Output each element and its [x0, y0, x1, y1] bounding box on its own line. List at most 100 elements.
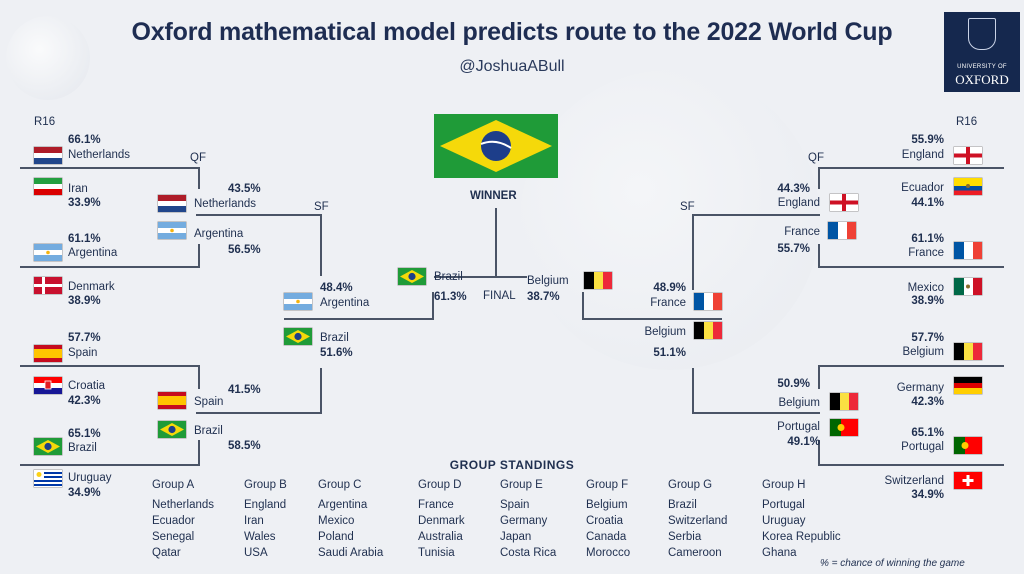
r16-right-5-team: Belgium — [902, 346, 944, 358]
right-qf-label: QF — [808, 152, 824, 164]
group-team: Tunisia — [418, 547, 455, 559]
qf-right-3-team: Belgium — [778, 397, 820, 409]
sf-left-2-pct: 51.6% — [320, 347, 353, 359]
group-name: Group G — [668, 479, 713, 491]
belgium-flag — [694, 322, 722, 339]
group-team: Croatia — [586, 515, 624, 527]
r16-right-8-pct: 34.9% — [911, 489, 944, 501]
qf-left-4-pct: 58.5% — [228, 440, 261, 452]
left-r16-label: R16 — [34, 116, 56, 128]
final-team-2: Belgium — [527, 275, 569, 287]
group-name: Group A — [152, 479, 195, 491]
group-a: Group A Netherlands Ecuador Senegal Qata… — [152, 477, 214, 561]
r16-left-7-team: Brazil — [68, 442, 97, 454]
r16-left-8-team: Uruguay — [68, 472, 112, 484]
oxford-crest-icon — [968, 18, 996, 50]
qf-right-2-team: France — [784, 226, 820, 238]
group-name: Group F — [586, 479, 629, 491]
sf-right-2-team: Belgium — [644, 326, 686, 338]
brazil-flag — [284, 328, 312, 345]
group-team: Mexico — [318, 515, 355, 527]
iran-flag — [34, 178, 62, 195]
group-team: Korea Republic — [762, 531, 841, 543]
page-title: Oxford mathematical model predicts route… — [131, 18, 893, 46]
group-team: Ghana — [762, 547, 797, 559]
qf-left-1-team: Netherlands — [194, 198, 257, 210]
group-team: Australia — [418, 531, 463, 543]
r16-right-1-pct: 55.9% — [911, 134, 944, 146]
r16-right-8-team: Switzerland — [884, 475, 944, 487]
denmark-flag — [34, 277, 62, 294]
group-c: Group C Argentina Mexico Poland Saudi Ar… — [318, 477, 383, 561]
portugal-flag — [830, 419, 858, 436]
group-team: Denmark — [418, 515, 465, 527]
r16-left-7-pct: 65.1% — [68, 428, 101, 440]
netherlands-flag — [34, 147, 62, 164]
r16-right-6-pct: 42.3% — [911, 396, 944, 408]
group-team: Uruguay — [762, 515, 806, 527]
qf-right-4-team: Portugal — [777, 421, 820, 433]
r16-right-7-team: Portugal — [901, 441, 944, 453]
argentina-flag — [284, 293, 312, 310]
mexico-flag — [954, 278, 982, 295]
right-sf-label: SF — [680, 201, 695, 213]
background-football-icon — [520, 70, 820, 370]
brazil-flag — [398, 268, 426, 285]
right-r16-label: R16 — [956, 116, 978, 128]
sf-left-1-pct: 48.4% — [320, 282, 353, 294]
group-team: Qatar — [152, 547, 181, 559]
sf-right-2-pct: 51.1% — [653, 347, 686, 359]
r16-right-1-team: England — [901, 149, 944, 161]
sf-right-1-team: France — [650, 297, 686, 309]
group-team: Ecuador — [152, 515, 195, 527]
r16-right-6-team: Germany — [896, 382, 944, 394]
group-d: Group D France Denmark Australia Tunisia — [418, 477, 465, 561]
group-team: Costa Rica — [500, 547, 557, 559]
uruguay-flag — [34, 470, 62, 487]
group-team: Switzerland — [668, 515, 728, 527]
group-team: Portugal — [762, 499, 805, 511]
group-team: France — [418, 499, 454, 511]
spain-flag — [34, 345, 62, 362]
r16-left-3-pct: 61.1% — [68, 233, 101, 245]
group-team: Senegal — [152, 531, 195, 543]
switzerland-flag — [954, 472, 982, 489]
r16-left-6-pct: 42.3% — [68, 395, 101, 407]
group-team: Canada — [586, 531, 627, 543]
oxford-logo: UNIVERSITY OF OXFORD — [944, 12, 1020, 92]
group-team: Cameroon — [668, 547, 722, 559]
left-qf-label: QF — [190, 152, 206, 164]
group-team: USA — [244, 547, 268, 559]
r16-left-2-pct: 33.9% — [68, 197, 101, 209]
sf-left-1-team: Argentina — [320, 297, 370, 309]
r16-left-6-team: Croatia — [68, 380, 106, 392]
france-flag — [954, 242, 982, 259]
r16-left-5-pct: 57.7% — [68, 332, 101, 344]
footnote: % = chance of winning the game — [820, 558, 965, 569]
r16-left-3-team: Argentina — [68, 247, 118, 259]
qf-left-3-pct: 41.5% — [228, 384, 261, 396]
group-team: Argentina — [318, 499, 368, 511]
group-team: Poland — [318, 531, 354, 543]
france-flag — [694, 293, 722, 310]
sf-left-2-team: Brazil — [320, 332, 349, 344]
group-team: Germany — [500, 515, 548, 527]
r16-left-8-pct: 34.9% — [68, 487, 101, 499]
r16-right-4-team: Mexico — [907, 282, 944, 294]
logo-oxford: OXFORD — [955, 72, 1009, 87]
r16-right-3-team: France — [908, 247, 944, 259]
qf-right-1-team: England — [777, 197, 820, 209]
qf-right-1-pct: 44.3% — [777, 183, 810, 195]
final-pct-1: 61.3% — [434, 291, 467, 303]
group-team: Belgium — [586, 499, 628, 511]
r16-right-4-pct: 38.9% — [911, 295, 944, 307]
group-team: Iran — [244, 515, 264, 527]
germany-flag — [954, 377, 982, 394]
qf-left-1-pct: 43.5% — [228, 183, 261, 195]
group-g: Group G Brazil Switzerland Serbia Camero… — [668, 477, 727, 561]
background-football-icon — [6, 16, 90, 100]
brazil-flag — [34, 438, 62, 455]
qf-left-4-team: Brazil — [194, 425, 223, 437]
r16-right-7-pct: 65.1% — [911, 427, 944, 439]
